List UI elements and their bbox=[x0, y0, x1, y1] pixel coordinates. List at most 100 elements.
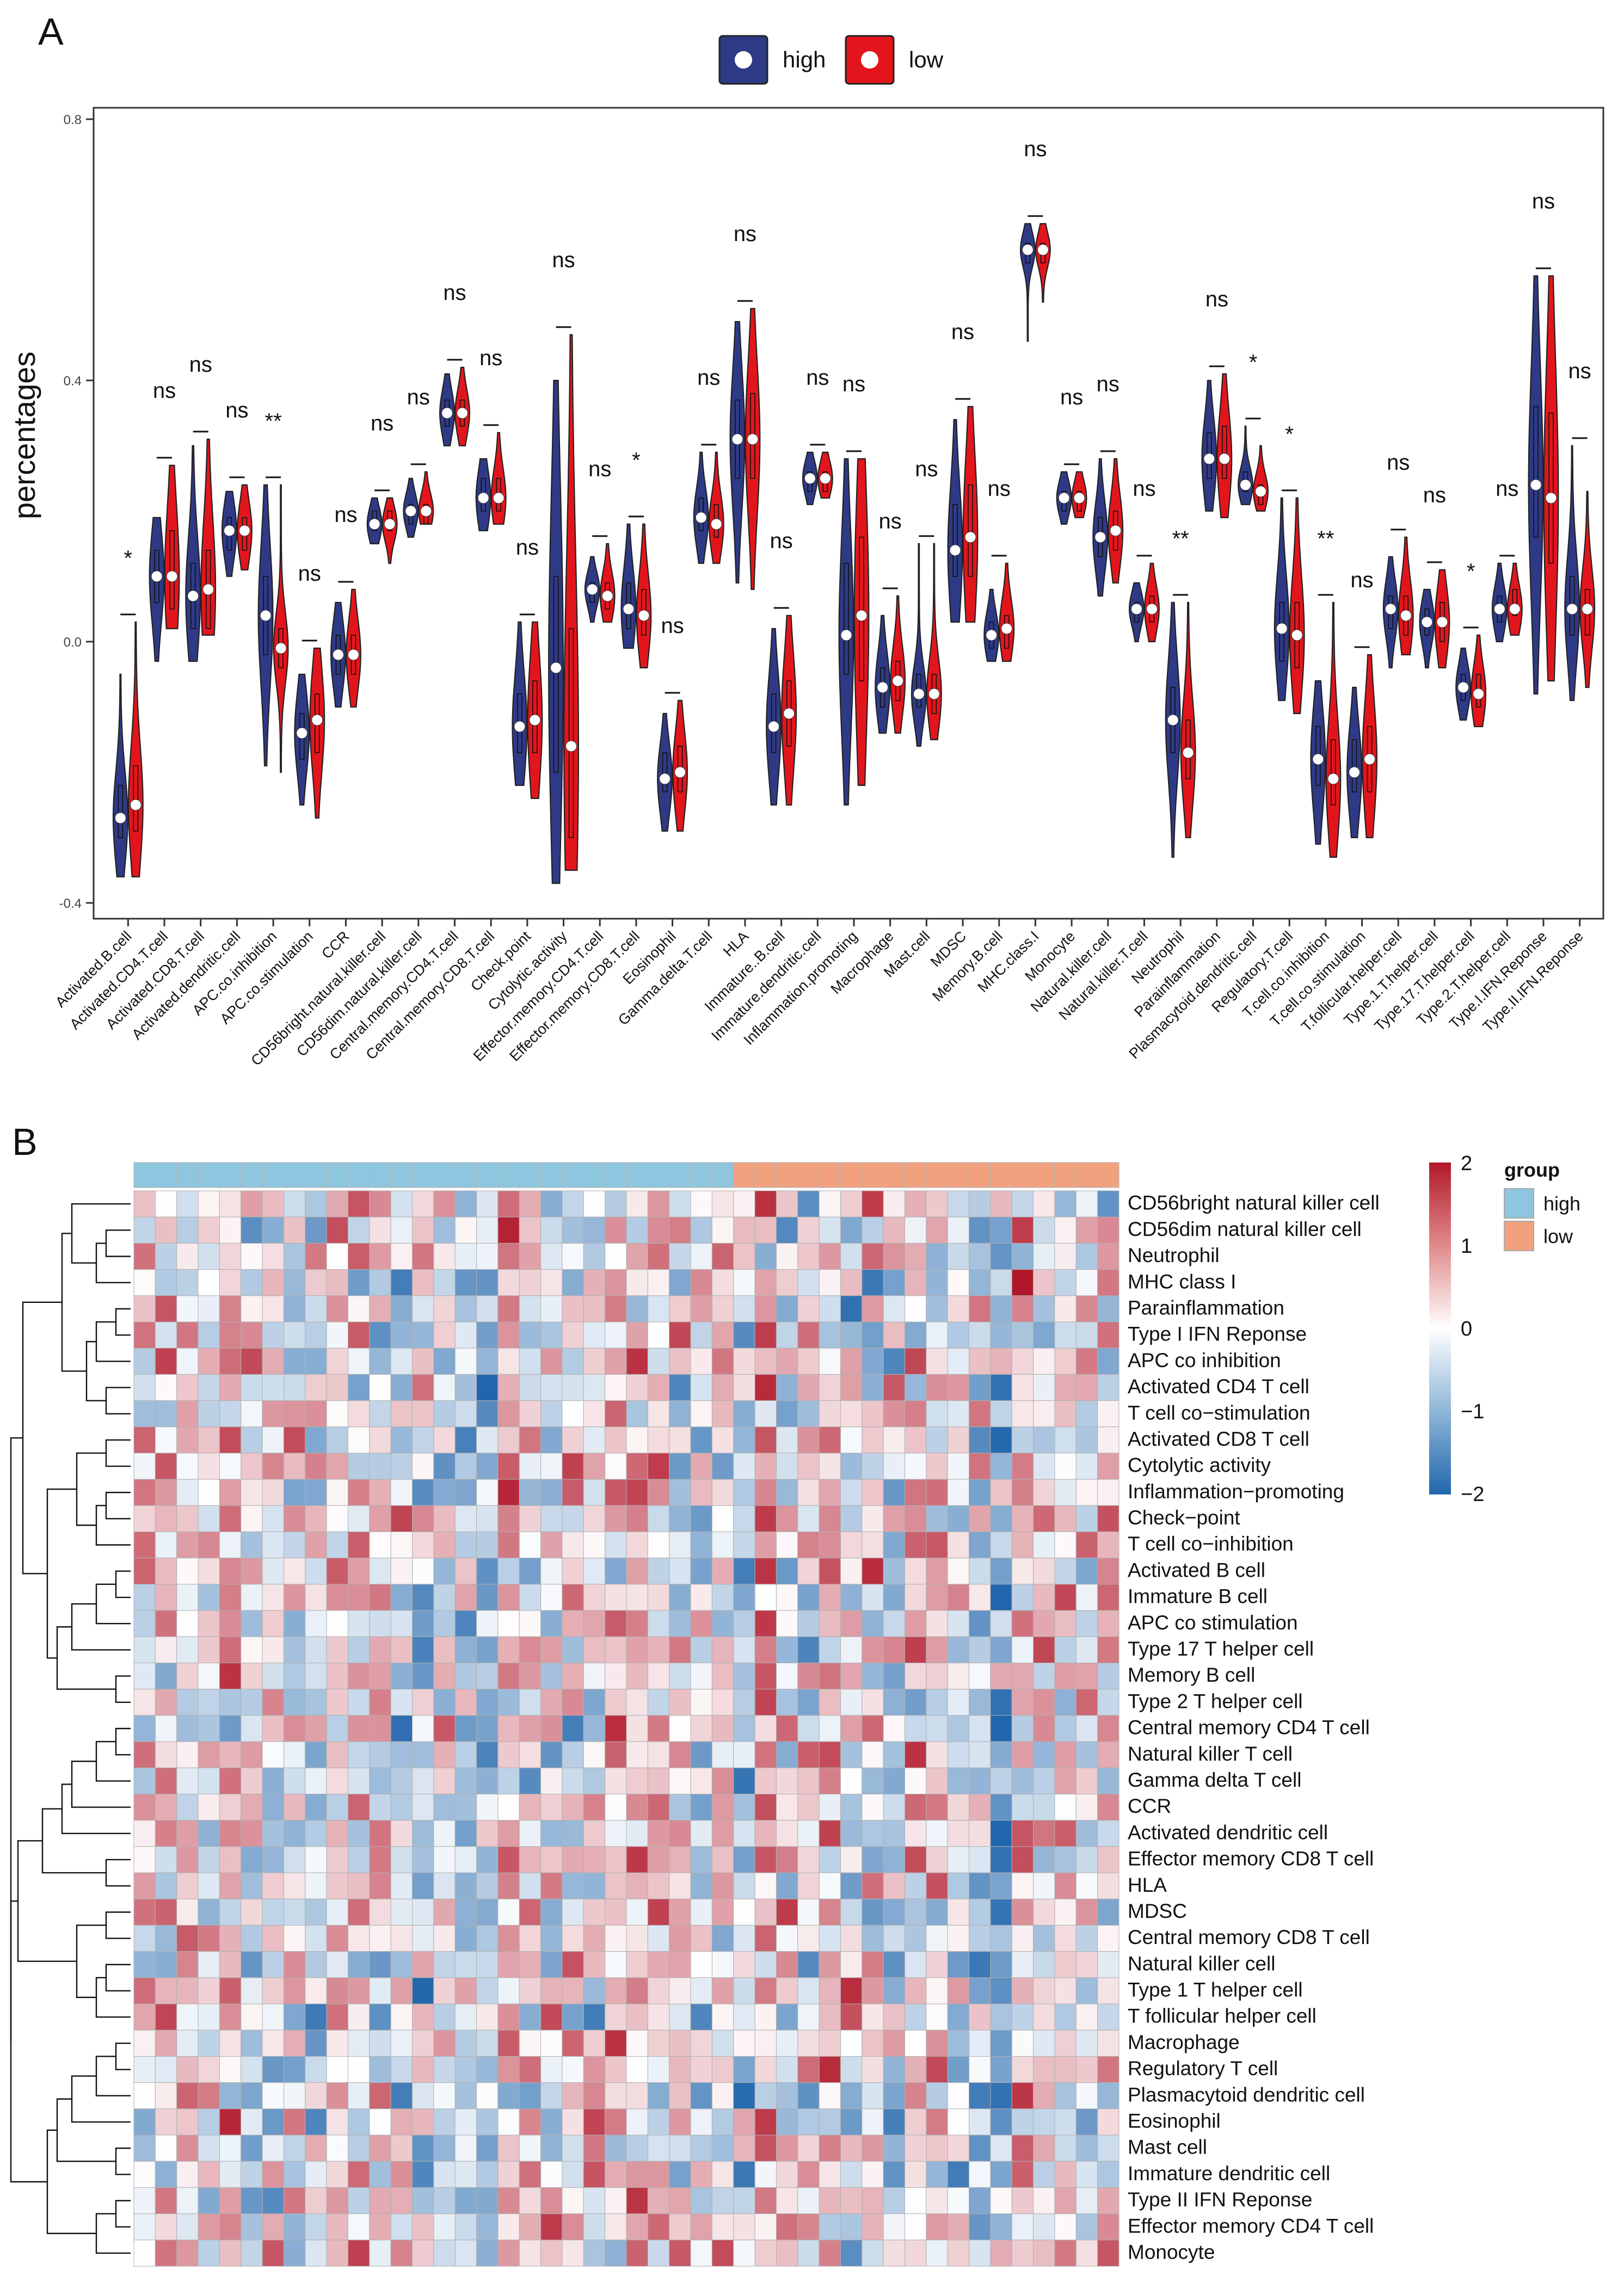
heatmap-row bbox=[133, 1321, 1119, 1349]
heatmap-cell bbox=[476, 1741, 499, 1768]
heatmap-cell bbox=[1011, 1269, 1034, 1296]
violin-high bbox=[657, 712, 673, 832]
heatmap-cell bbox=[562, 1767, 584, 1794]
heatmap-cell bbox=[626, 1846, 648, 1873]
heatmap-cell bbox=[262, 1190, 284, 1217]
row-label: Immature dendritic cell bbox=[1128, 2162, 1330, 2185]
heatmap-cell bbox=[840, 1793, 863, 1821]
heatmap-cell bbox=[862, 2029, 884, 2057]
heatmap-cell bbox=[390, 1374, 413, 1401]
heatmap-cell bbox=[733, 1295, 755, 1323]
heatmap-cell bbox=[690, 1898, 712, 1926]
heatmap-cell bbox=[198, 1243, 220, 1270]
heatmap-cell bbox=[176, 1321, 199, 1349]
heatmap-cell bbox=[305, 2135, 327, 2162]
heatmap-cell bbox=[862, 1793, 884, 1821]
heatmap-cell bbox=[219, 1374, 242, 1401]
heatmap-cell bbox=[647, 1216, 670, 1244]
heatmap-cell bbox=[241, 1872, 263, 1899]
heatmap-cell bbox=[583, 1426, 606, 1454]
heatmap-cell bbox=[990, 1951, 1012, 1978]
heatmap-cell bbox=[497, 1610, 520, 1637]
heatmap-cell bbox=[776, 1741, 798, 1768]
heatmap-cell bbox=[605, 1977, 627, 2004]
heatmap-cell bbox=[390, 2240, 413, 2267]
heatmap-cell bbox=[926, 1532, 948, 1559]
heatmap-cell bbox=[754, 1636, 777, 1664]
heatmap-cell bbox=[626, 2108, 648, 2136]
heatmap-cell bbox=[840, 1636, 863, 1664]
dendrogram-branch bbox=[22, 1301, 62, 1574]
heatmap-cell bbox=[219, 2213, 242, 2241]
heatmap-cell bbox=[454, 1767, 477, 1794]
heatmap-cell bbox=[433, 2003, 456, 2031]
dendrogram-branch bbox=[105, 1439, 131, 1467]
heatmap-cell bbox=[797, 1400, 820, 1428]
heatmap-cell bbox=[690, 2108, 712, 2136]
heatmap-cell bbox=[369, 1741, 391, 1768]
heatmap-cell bbox=[1033, 1190, 1055, 1217]
heatmap-cell bbox=[369, 2056, 391, 2083]
heatmap-cell bbox=[262, 2029, 284, 2057]
heatmap-cell bbox=[454, 1584, 477, 1611]
heatmap-cell bbox=[198, 1689, 220, 1716]
heatmap-cell bbox=[412, 1426, 434, 1454]
heatmap-cell bbox=[241, 1216, 263, 1244]
violin-low bbox=[1471, 634, 1486, 728]
heatmap-cell bbox=[519, 2161, 542, 2188]
heatmap-cell bbox=[1075, 1689, 1098, 1716]
heatmap-cell bbox=[690, 1846, 712, 1873]
heatmap-cell bbox=[862, 2003, 884, 2031]
heatmap-cell bbox=[1054, 2213, 1076, 2241]
heatmap-cell bbox=[690, 2135, 712, 2162]
heatmap-cell bbox=[669, 1558, 691, 1585]
heatmap-cell bbox=[454, 1558, 477, 1585]
heatmap-cell bbox=[198, 2056, 220, 2083]
heatmap-cell bbox=[1011, 1741, 1034, 1768]
annotation-cell-high bbox=[133, 1162, 156, 1188]
heatmap-cell bbox=[583, 1479, 606, 1506]
heatmap-cell bbox=[155, 1977, 177, 2004]
heatmap-cell bbox=[433, 2082, 456, 2109]
heatmap-cell bbox=[947, 1951, 970, 1978]
heatmap-cell bbox=[305, 1898, 327, 1926]
heatmap-cell bbox=[711, 1820, 734, 1847]
heatmap-cell bbox=[262, 1558, 284, 1585]
heatmap-cell bbox=[326, 1689, 348, 1716]
heatmap-cell bbox=[454, 1793, 477, 1821]
heatmap-cell bbox=[626, 1558, 648, 1585]
heatmap-cell bbox=[733, 1820, 755, 1847]
heatmap-cell bbox=[690, 1190, 712, 1217]
heatmap-cell bbox=[198, 1453, 220, 1480]
heatmap-cell bbox=[326, 1610, 348, 1637]
heatmap-cell bbox=[562, 1872, 584, 1899]
heatmap-cell bbox=[540, 2213, 563, 2241]
heatmap-cell bbox=[690, 1715, 712, 1742]
heatmap-cell bbox=[390, 1820, 413, 1847]
heatmap-cell bbox=[883, 1924, 906, 1952]
dendrogram-branch bbox=[95, 1321, 131, 1362]
heatmap-cell bbox=[540, 1348, 563, 1375]
heatmap-cell bbox=[862, 1689, 884, 1716]
heatmap-cell bbox=[176, 1269, 199, 1296]
heatmap-cell bbox=[711, 1216, 734, 1244]
heatmap-cell bbox=[711, 1898, 734, 1926]
heatmap-cell bbox=[347, 1400, 370, 1428]
heatmap-cell bbox=[605, 1374, 627, 1401]
heatmap-cell bbox=[711, 1479, 734, 1506]
heatmap-cell bbox=[326, 1715, 348, 1742]
heatmap-cell bbox=[305, 1610, 327, 1637]
heatmap-cell bbox=[326, 1663, 348, 1690]
heatmap-cell bbox=[133, 1400, 156, 1428]
violin-low bbox=[745, 307, 761, 591]
violin-low bbox=[1108, 458, 1124, 584]
heatmap-cell bbox=[305, 1348, 327, 1375]
heatmap-cell bbox=[605, 1898, 627, 1926]
heatmap-cell bbox=[540, 1558, 563, 1585]
heatmap-cell bbox=[540, 1453, 563, 1480]
heatmap-cell bbox=[947, 2082, 970, 2109]
heatmap-cell bbox=[562, 1243, 584, 1270]
median-point-high bbox=[986, 629, 998, 641]
heatmap-cell bbox=[1033, 1610, 1055, 1637]
heatmap-cell bbox=[433, 1505, 456, 1533]
